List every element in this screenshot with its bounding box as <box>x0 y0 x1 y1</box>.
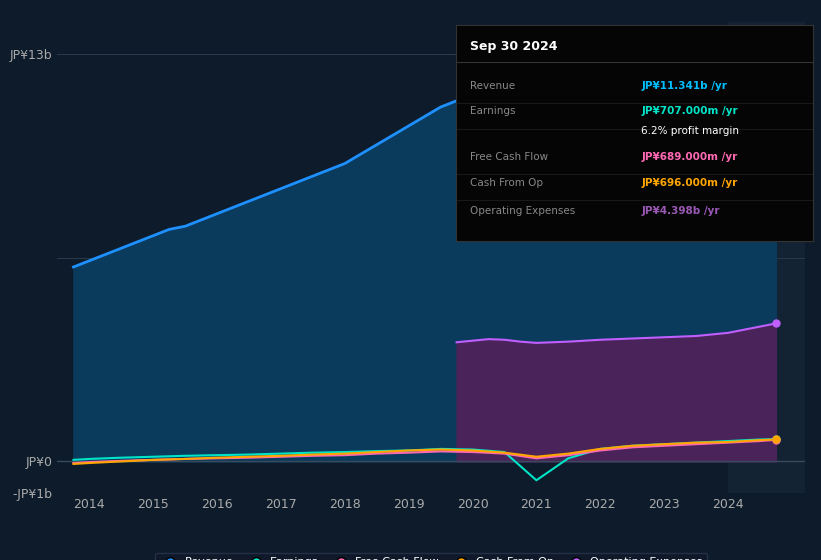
Legend: Revenue, Earnings, Free Cash Flow, Cash From Op, Operating Expenses: Revenue, Earnings, Free Cash Flow, Cash … <box>155 553 707 560</box>
Text: Revenue: Revenue <box>470 81 515 91</box>
Text: 6.2% profit margin: 6.2% profit margin <box>641 126 740 136</box>
Text: Operating Expenses: Operating Expenses <box>470 206 576 216</box>
Text: Earnings: Earnings <box>470 106 516 116</box>
Text: JP¥696.000m /yr: JP¥696.000m /yr <box>641 178 737 188</box>
Text: JP¥707.000m /yr: JP¥707.000m /yr <box>641 106 738 116</box>
Text: Free Cash Flow: Free Cash Flow <box>470 152 548 162</box>
Text: JP¥11.341b /yr: JP¥11.341b /yr <box>641 81 727 91</box>
Text: JP¥4.398b /yr: JP¥4.398b /yr <box>641 206 720 216</box>
Text: Sep 30 2024: Sep 30 2024 <box>470 40 557 53</box>
Bar <box>728 22 805 493</box>
Text: Cash From Op: Cash From Op <box>470 178 543 188</box>
Text: JP¥689.000m /yr: JP¥689.000m /yr <box>641 152 737 162</box>
